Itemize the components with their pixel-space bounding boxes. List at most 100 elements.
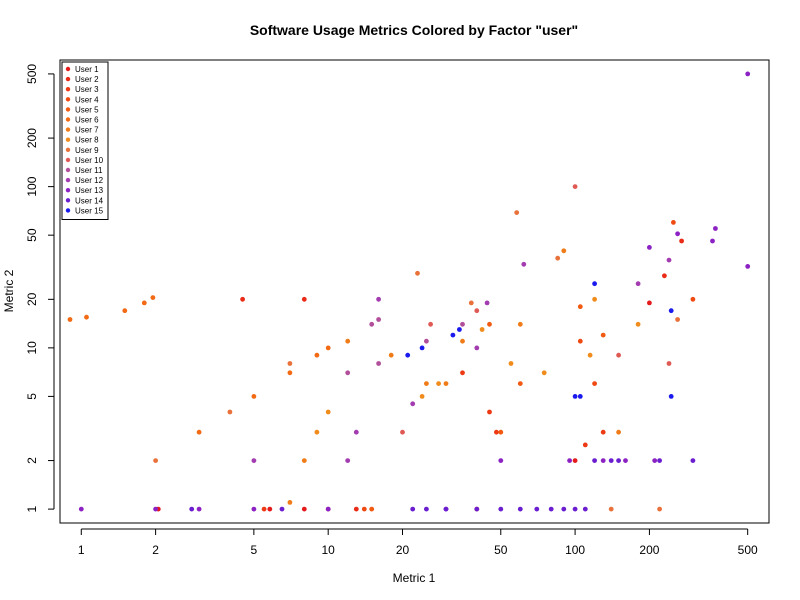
y-tick-label: 1 — [25, 505, 39, 512]
data-point — [690, 458, 696, 463]
data-point — [582, 506, 588, 512]
data-point — [287, 500, 293, 505]
data-point — [514, 210, 520, 216]
data-point — [666, 257, 672, 263]
data-point — [325, 409, 331, 415]
data-point — [122, 308, 128, 314]
x-axis-label: Metric 1 — [393, 571, 436, 585]
x-tick-label: 1 — [78, 543, 85, 557]
data-point — [251, 458, 257, 463]
legend-label: User 14 — [75, 196, 104, 205]
data-point — [474, 506, 480, 512]
data-point — [376, 317, 381, 322]
data-point — [410, 401, 416, 407]
legend-marker — [65, 167, 71, 173]
data-points — [67, 71, 751, 512]
data-point — [572, 394, 578, 399]
data-point — [301, 506, 307, 512]
data-point — [141, 300, 147, 306]
legend-marker — [65, 147, 71, 152]
data-point — [251, 506, 257, 512]
data-point — [240, 296, 246, 302]
data-point — [647, 245, 652, 250]
data-point — [517, 381, 523, 386]
data-point — [410, 506, 416, 512]
x-tick-label: 10 — [322, 543, 336, 557]
legend-label: User 13 — [75, 186, 104, 195]
y-axis: 1 2 5 10 20 50 100 200 500 — [25, 64, 55, 512]
legend-marker — [65, 137, 71, 142]
data-point — [443, 506, 449, 512]
data-point — [287, 370, 293, 376]
data-point — [67, 317, 73, 322]
y-tick-label: 20 — [25, 292, 39, 306]
data-point — [623, 458, 628, 463]
legend-label: User 5 — [75, 105, 99, 114]
x-tick-label: 500 — [738, 543, 758, 557]
legend-label: User 15 — [75, 206, 104, 215]
data-point — [745, 71, 751, 77]
legend-marker — [65, 188, 71, 193]
data-point — [196, 429, 202, 435]
data-point — [369, 321, 375, 327]
data-point — [534, 506, 540, 512]
data-point — [668, 394, 674, 399]
data-point — [460, 370, 465, 376]
data-point — [592, 281, 597, 287]
data-point — [189, 506, 195, 512]
legend-marker — [65, 107, 71, 112]
data-point — [468, 300, 474, 306]
data-point — [616, 429, 621, 435]
data-point — [652, 458, 658, 463]
data-point — [498, 458, 504, 463]
data-point — [487, 321, 492, 327]
data-point — [196, 506, 202, 512]
data-point — [635, 281, 641, 287]
data-point — [314, 429, 320, 435]
data-point — [369, 506, 375, 512]
data-point — [668, 308, 674, 314]
legend-marker — [65, 127, 71, 132]
data-point — [419, 394, 425, 399]
data-point — [419, 345, 425, 351]
legend-marker — [65, 97, 71, 102]
data-point — [517, 321, 523, 327]
x-tick-label: 5 — [251, 543, 258, 557]
data-point — [388, 352, 394, 358]
data-point — [376, 296, 381, 302]
data-point — [84, 314, 89, 320]
y-tick-label: 100 — [25, 176, 39, 196]
data-point — [671, 220, 676, 225]
data-point — [572, 184, 578, 190]
data-point — [517, 506, 523, 512]
data-point — [592, 296, 597, 302]
data-point — [662, 273, 667, 279]
data-point — [353, 429, 359, 435]
data-point — [555, 255, 561, 261]
data-point — [314, 352, 320, 358]
data-point — [635, 321, 641, 327]
data-point — [345, 370, 351, 376]
data-point — [577, 304, 583, 310]
data-point — [713, 226, 718, 231]
legend-marker — [65, 87, 71, 92]
legend-label: User 8 — [75, 136, 99, 145]
y-tick-label: 200 — [25, 128, 39, 148]
data-point — [78, 506, 84, 512]
data-point — [400, 429, 405, 435]
legend-label: User 1 — [75, 65, 99, 74]
data-point — [261, 506, 267, 512]
data-point — [251, 394, 257, 399]
x-tick-label: 50 — [494, 543, 508, 557]
data-point — [577, 394, 583, 399]
data-point — [690, 296, 696, 302]
data-point — [541, 370, 547, 376]
legend-label: User 10 — [75, 156, 104, 165]
data-point — [498, 429, 504, 435]
data-point — [675, 317, 680, 322]
data-point — [572, 458, 578, 463]
data-point — [325, 506, 331, 512]
data-point — [616, 458, 621, 463]
data-point — [666, 361, 672, 366]
